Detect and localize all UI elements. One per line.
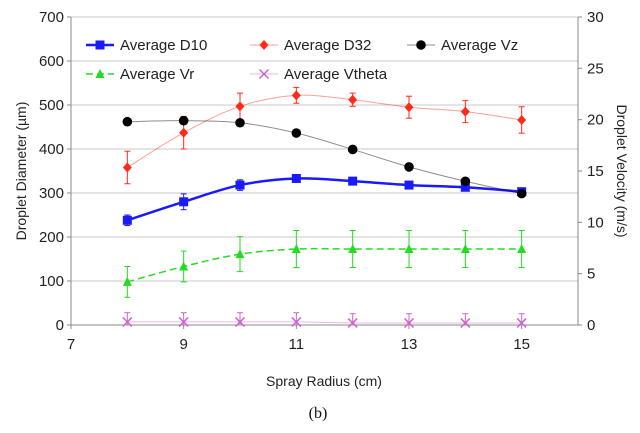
y-tick-label: 400 [39,141,64,158]
marker-circle [347,144,358,155]
y2-tick-label: 0 [587,317,595,334]
marker-triangle [291,244,301,254]
legend-label: Average Vr [120,66,194,83]
marker-x [178,316,189,327]
y2-tick-label: 10 [587,214,604,231]
marker-x [460,317,471,328]
y-tick-label: 500 [39,97,64,114]
grid [71,16,578,282]
y-tick-label: 700 [39,9,64,26]
y-axis-title: Droplet Diameter (µm) [13,102,29,241]
series-line [126,177,522,222]
x-tick-label: 9 [179,336,187,353]
marker-square [460,182,470,192]
y2-tick-label: 5 [587,266,595,283]
series-layer [122,86,527,328]
x-tick-label: 13 [401,336,418,353]
y-tick-label: 300 [39,185,64,202]
y-tick-label: 100 [39,273,64,290]
tick-labels: 0 100 200 300 400 500 600 700 0 5 10 15 20 25 30 7 9 11 13… [39,9,604,353]
marker-triangle [517,244,527,254]
marker-diamond [348,94,358,105]
marker-circle [178,115,189,126]
marker-circle [416,40,426,50]
marker-diamond [517,114,527,125]
series-line [127,321,522,324]
marker-circle [516,188,527,199]
marker-diamond [122,162,132,173]
marker-x [403,317,415,328]
series-average-vz [122,115,527,199]
series-average-vr [122,230,527,298]
marker-x [258,68,270,80]
x-axis-title: Spray Radius (cm) [266,373,382,389]
marker-triangle [235,249,245,259]
marker-square [95,40,105,50]
plot-area [71,17,578,325]
series-line [127,247,522,283]
legend-label: Average Vtheta [284,66,388,83]
legend-item: Average Vz [407,37,518,54]
x-tick-label: 7 [67,336,75,353]
marker-diamond [291,90,301,101]
marker-square [235,180,245,190]
marker-triangle [95,69,105,78]
marker-x [516,317,527,328]
marker-square [348,176,358,186]
marker-triangle [348,244,358,254]
marker-triangle [122,276,132,286]
marker-square [291,173,301,183]
marker-triangle [404,244,414,254]
marker-x [122,316,133,327]
marker-diamond [259,40,269,50]
series-average-vtheta [122,312,527,328]
axes [67,16,582,329]
marker-x [291,316,302,327]
marker-diamond [404,102,414,113]
y2-tick-label: 20 [587,112,604,129]
y2-tick-label: 25 [587,60,604,77]
marker-triangle [460,244,470,254]
marker-circle [404,162,414,172]
y2-axis-title: Droplet Velocity (m/s) [614,104,630,237]
marker-diamond [179,127,189,138]
marker-x [347,317,358,328]
marker-x [234,316,246,327]
marker-square [404,180,414,190]
y-tick-label: 0 [56,317,64,334]
y-tick-label: 600 [39,53,64,70]
y2-tick-label: 15 [587,163,604,180]
marker-diamond [460,106,470,117]
figure-caption: (b) [309,405,328,422]
marker-diamond [235,101,245,112]
legend-label: Average D32 [284,37,371,54]
legend-item: Average Vr [86,66,194,83]
legend-item: Average Vtheta [250,66,388,83]
x-tick-label: 11 [289,336,305,353]
marker-circle [122,116,133,127]
legend-item: Average D32 [250,37,371,54]
y2-tick-label: 30 [587,9,604,26]
legend: Average D10 Average D32 Average Vz Average … [86,37,518,83]
y-tick-label: 200 [39,229,64,246]
legend-label: Average D10 [120,37,207,54]
x-tick-label: 15 [513,336,530,353]
marker-circle [460,176,471,187]
legend-item: Average D10 [86,37,207,54]
marker-circle [291,128,302,138]
series-average-d32 [122,86,527,185]
marker-square [179,197,189,207]
marker-square [122,215,132,225]
marker-triangle [179,261,189,271]
marker-circle [235,117,245,128]
legend-label: Average Vz [441,37,518,54]
